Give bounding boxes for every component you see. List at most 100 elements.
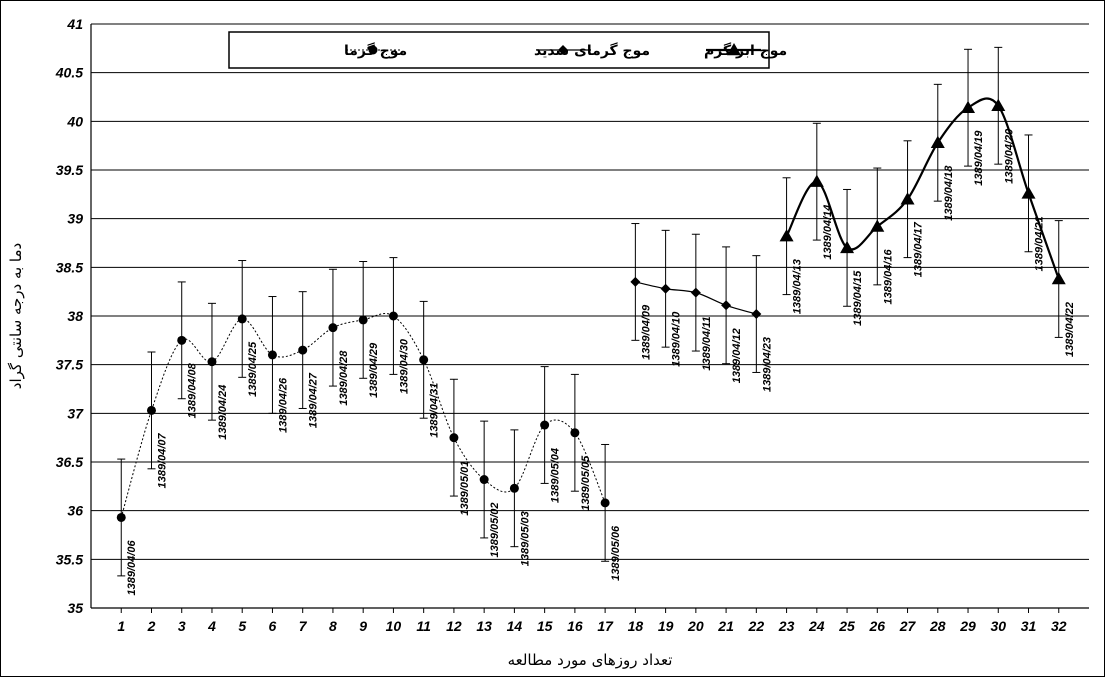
data-point-triangle (1051, 272, 1066, 285)
series-line (120, 313, 606, 518)
data-label: 1389/04/12 (731, 328, 743, 383)
y-tick-label: 39 (67, 211, 83, 227)
data-label: 1389/04/23 (761, 337, 773, 392)
data-point-triangle (779, 229, 794, 242)
y-tick-label: 41 (66, 16, 83, 32)
x-tick-label: 13 (476, 618, 492, 634)
data-point-triangle (840, 240, 855, 254)
x-tick-label: 26 (869, 618, 886, 634)
x-tick-label: 11 (416, 618, 431, 634)
data-label: 1389/04/10 (671, 311, 683, 367)
x-tick-label: 5 (238, 618, 246, 634)
data-label: 1389/04/19 (973, 130, 985, 186)
data-point-triangle (809, 174, 824, 187)
y-tick-label: 35.5 (56, 551, 83, 567)
x-tick-label: 15 (537, 618, 553, 634)
data-point-circle (600, 498, 610, 508)
data-label: 1389/04/18 (943, 165, 955, 221)
x-tick-label: 9 (359, 618, 367, 634)
x-tick-label: 29 (959, 618, 976, 634)
legend: موج ابر گرم موج گرمای شدید موج گرما (228, 31, 787, 69)
data-point-triangle (961, 100, 976, 113)
data-label: 1389/05/01 (459, 461, 471, 516)
data-label: 1389/05/05 (580, 455, 592, 511)
y-axis-label: دما به درجه سانتی گراد (7, 243, 25, 389)
x-tick-label: 21 (717, 618, 734, 634)
data-label: 1389/04/30 (398, 338, 410, 394)
data-label: 1389/04/31 (429, 383, 441, 438)
series-triangle (779, 46, 1066, 338)
x-tick-label: 4 (207, 618, 216, 634)
data-point-triangle (930, 135, 945, 148)
data-label: 1389/04/22 (1064, 302, 1076, 357)
data-label: 1389/04/28 (338, 350, 350, 406)
y-tick-label: 39.5 (56, 162, 83, 178)
series-line (785, 97, 1060, 280)
data-point-circle (509, 483, 519, 493)
data-label: 1389/04/11 (701, 316, 713, 370)
data-point-triangle (870, 219, 885, 232)
data-point-circle (570, 428, 580, 438)
data-point-triangle (900, 192, 915, 205)
x-tick-label: 28 (929, 618, 946, 634)
y-tick-label: 37.5 (56, 357, 83, 373)
data-label: 1389/04/06 (126, 540, 138, 596)
data-point-circle (479, 475, 489, 485)
legend-marker-diamond (558, 45, 568, 55)
data-label: 1389/04/16 (882, 249, 894, 305)
y-tick-label: 35 (67, 600, 83, 616)
x-axis-label: تعداد روزهای مورد مطالعه (508, 651, 673, 669)
y-tick-label: 38.5 (56, 259, 83, 275)
x-tick-label: 10 (386, 618, 402, 634)
x-tick-label: 12 (446, 618, 462, 634)
data-label: 1389/04/21 (1034, 216, 1046, 271)
x-tick-label: 23 (778, 618, 795, 634)
data-point-circle (207, 357, 217, 367)
data-label: 1389/04/26 (277, 377, 289, 433)
data-labels: 1389/04/06 1389/04/07 1389/04/08 1389/04/24… (126, 128, 1076, 596)
data-point-circle (237, 314, 247, 324)
data-label: 1389/04/17 (913, 221, 925, 277)
legend-label: موج گرما (344, 42, 407, 59)
x-tick-label: 20 (687, 618, 704, 634)
data-point-diamond (751, 309, 762, 320)
data-label: 1389/04/20 (1003, 128, 1015, 184)
x-tick-label: 6 (269, 618, 277, 634)
data-label: 1389/05/04 (550, 448, 562, 503)
data-point-circle (449, 433, 459, 443)
x-tick-label: 18 (628, 618, 644, 634)
legend-marker-triangle (727, 43, 741, 56)
y-tick-label: 36 (67, 503, 83, 519)
legend-label: موج گرمای شدید (534, 42, 650, 59)
x-tick-label: 31 (1021, 618, 1037, 634)
x-tick-label: 27 (899, 618, 917, 634)
x-tick-label: 7 (299, 618, 308, 634)
series-circle (116, 257, 610, 577)
data-point-circle (419, 355, 429, 365)
x-tick-label: 22 (748, 618, 765, 634)
data-label: 1389/04/24 (217, 385, 229, 440)
data-point-triangle (1021, 186, 1036, 199)
data-point-diamond (721, 300, 732, 311)
x-tick-label: 3 (178, 618, 186, 634)
data-point-diamond (630, 276, 641, 287)
data-label: 1389/04/15 (852, 270, 864, 326)
x-tick-label: 32 (1051, 618, 1067, 634)
x-tick-label: 24 (808, 618, 825, 634)
x-tick-label: 25 (838, 618, 855, 634)
y-tick-label: 40.5 (55, 65, 83, 81)
data-label: 1389/05/06 (610, 525, 622, 581)
x-tick-label: 2 (147, 618, 156, 634)
y-tick-label: 37 (67, 405, 84, 421)
data-label: 1389/05/02 (489, 502, 501, 557)
series-layer (116, 46, 1066, 577)
data-label: 1389/04/13 (792, 259, 804, 314)
x-tick-label: 19 (658, 618, 674, 634)
data-point-circle (388, 311, 398, 321)
x-tick-label: 8 (329, 618, 337, 634)
data-point-circle (540, 420, 550, 430)
series-diamond (630, 223, 762, 373)
legend-box (228, 31, 770, 69)
